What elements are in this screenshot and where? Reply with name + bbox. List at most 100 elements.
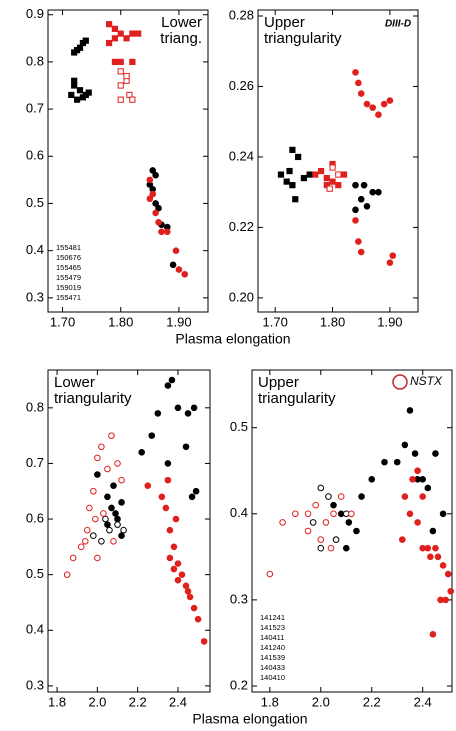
y-tick-label: 0.5 [230,419,248,434]
point [129,96,136,103]
y-tick-label: 0.7 [26,455,44,470]
point [414,519,421,526]
point [292,510,299,518]
point [329,178,336,185]
point [414,467,421,475]
point [322,519,330,526]
x-tick-label: 1.80 [108,314,133,329]
plot-frame [47,9,209,313]
point [337,493,345,500]
point [174,560,182,567]
point [411,450,419,457]
x-tick-label: 1.70 [50,314,75,329]
point [432,544,439,552]
point [123,35,130,42]
point [329,164,336,171]
x-tick-label: 2.0 [312,694,330,709]
point [110,537,117,545]
point [152,209,159,217]
point [108,432,115,439]
logo: DIII-D [385,19,411,30]
point [292,196,299,203]
point [111,25,119,32]
point [200,638,208,645]
point [295,153,302,161]
y-tick-label: 0.5 [26,566,44,581]
point [129,30,136,37]
panel-title: triang. [160,30,202,47]
point [114,521,121,528]
point [111,58,119,66]
point [192,487,200,495]
point [174,404,182,412]
point [149,167,157,174]
point [188,493,196,501]
point [148,432,156,439]
point [429,631,437,638]
point [317,536,325,543]
point [172,515,180,523]
point [77,543,85,551]
point [352,206,359,214]
y-tick-label: 0.6 [26,510,44,525]
point [158,228,165,236]
point [118,499,125,506]
point [118,532,125,540]
y-tick-label: 0.3 [26,677,44,692]
point [164,476,172,484]
point [108,504,115,512]
point [152,200,159,207]
point [71,77,78,84]
y-tick-label: 0.24 [229,148,254,163]
point [447,587,455,595]
point [406,407,414,414]
point [90,532,97,540]
point [154,410,162,417]
legend-entry: 141539 [260,653,285,662]
point [181,270,189,278]
point [144,482,152,489]
point [149,190,157,198]
point [135,30,142,37]
point [164,382,172,389]
y-tick-label: 0.4 [230,505,248,520]
point [375,188,382,196]
point [363,100,371,108]
legend-entry: 140411 [260,633,284,642]
legend-entry: 159019 [56,283,81,292]
point [358,493,365,500]
point [353,527,360,535]
point [424,484,432,492]
y-tick-label: 0.22 [229,219,254,234]
point [375,111,382,118]
point [162,504,170,512]
point [304,510,312,518]
x-tick-label: 2.4 [169,694,187,709]
point [327,544,335,552]
point [444,570,452,578]
point [81,537,89,545]
point [439,510,447,518]
point [158,493,166,501]
legend-entry: 141241 [260,613,285,622]
legend-entry: 155471 [56,293,81,302]
point [277,171,285,178]
point [146,176,154,184]
y-tick-label: 0.3 [26,289,44,304]
panel-title: Upper [264,14,305,31]
point [389,252,397,259]
point [184,410,192,417]
point [178,571,186,578]
point [289,146,296,153]
point [342,544,350,552]
point [98,443,105,451]
point [401,493,409,500]
x-tick-label: 1.90 [377,314,402,329]
point [352,69,359,76]
point [419,493,427,500]
y-tick-label: 0.26 [229,78,254,93]
point [380,100,388,108]
point [330,510,337,518]
point [182,443,190,451]
point [94,471,101,478]
